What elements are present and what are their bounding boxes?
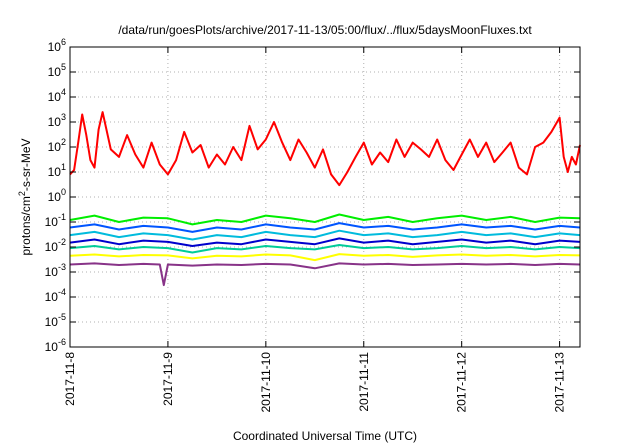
series-line: [69, 253, 581, 262]
series-line: [69, 237, 581, 247]
y-tick-label: 103: [48, 112, 66, 129]
y-axis-label-sup: 2: [17, 191, 27, 196]
x-tick-label: 2017-11-11: [357, 352, 371, 412]
x-tick-label: 2017-11-9: [161, 352, 175, 406]
series-line: [69, 111, 581, 187]
y-tick-label: 100: [48, 187, 66, 204]
y-tick-label: 10-2: [45, 237, 66, 254]
y-tick-label: 10-6: [45, 337, 66, 354]
x-axis-label: Coordinated Universal Time (UTC): [233, 429, 417, 443]
series-line: [69, 213, 581, 226]
y-tick-label: 10-4: [45, 287, 66, 304]
series-line: [69, 222, 581, 233]
series-line: [69, 262, 581, 287]
y-axis-label: protons/cm2-s-sr-MeV: [17, 138, 33, 255]
y-tick-label: 102: [48, 137, 66, 154]
series-line: [69, 229, 581, 241]
y-tick-label: 10-5: [45, 312, 66, 329]
y-tick-label: 10-3: [45, 262, 66, 279]
x-tick-label: 2017-11-12: [455, 352, 469, 413]
x-tick-label: 2017-11-8: [63, 352, 77, 406]
y-tick-label: 104: [48, 87, 66, 104]
y-tick-label: 106: [48, 37, 66, 54]
y-tick-label: 101: [48, 162, 66, 179]
series-line: [69, 244, 581, 254]
y-axis-label-base: protons/cm: [19, 196, 33, 255]
x-tick-label: 2017-11-13: [553, 352, 567, 413]
series-group: [69, 111, 581, 287]
chart-title: /data/run/goesPlots/archive/2017-11-13/0…: [118, 23, 532, 37]
x-tick-label: 2017-11-10: [259, 352, 273, 413]
ticks: 10-6 10-5 10-4 10-3 10-2 10-1 100 101 102 103 104 1…: [45, 37, 580, 413]
y-tick-label: 10-1: [45, 212, 66, 229]
y-tick-label: 105: [48, 62, 66, 79]
y-axis-label-rest: -s-sr-MeV: [19, 138, 33, 191]
